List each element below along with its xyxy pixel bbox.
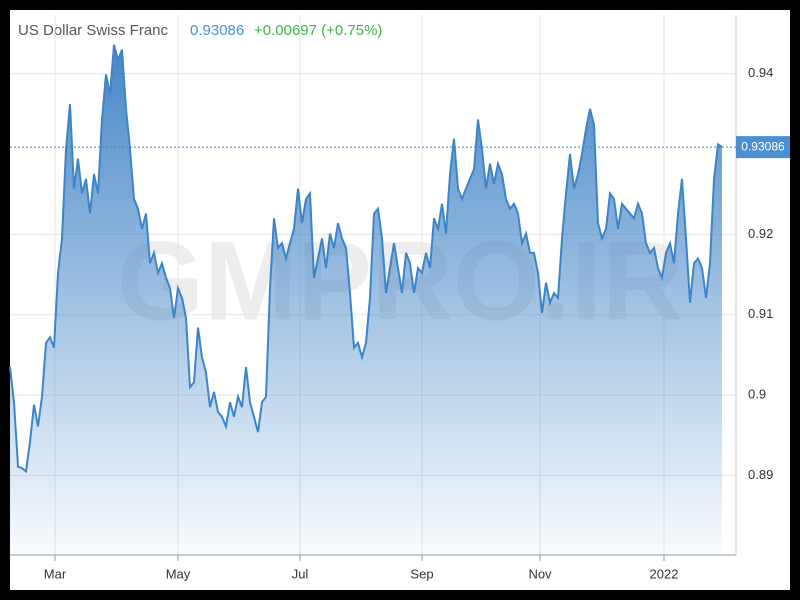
- y-tick-label: 0.89: [748, 467, 773, 482]
- area: [10, 44, 722, 555]
- x-tick-label: Mar: [44, 566, 67, 581]
- last-value-label: 0.93086: [741, 139, 785, 153]
- y-tick-label: 0.91: [748, 306, 773, 321]
- x-tick-label: Jul: [292, 566, 309, 581]
- y-tick-label: 0.92: [748, 226, 773, 241]
- line: [9, 44, 723, 474]
- y-tick-label: 0.9: [748, 387, 766, 402]
- header-change: +0.00697 (+0.75%): [254, 22, 382, 39]
- title: US Dollar Swiss Franc: [18, 22, 169, 39]
- last-value-box: [736, 136, 790, 159]
- x-tick-label: Nov: [528, 566, 552, 581]
- x-tick-label: Sep: [410, 566, 433, 581]
- y-tick-label: 0.94: [748, 65, 773, 80]
- header-value: 0.93086: [190, 22, 244, 39]
- x-tick-label: 2022: [650, 566, 679, 581]
- x-tick-label: May: [166, 566, 191, 581]
